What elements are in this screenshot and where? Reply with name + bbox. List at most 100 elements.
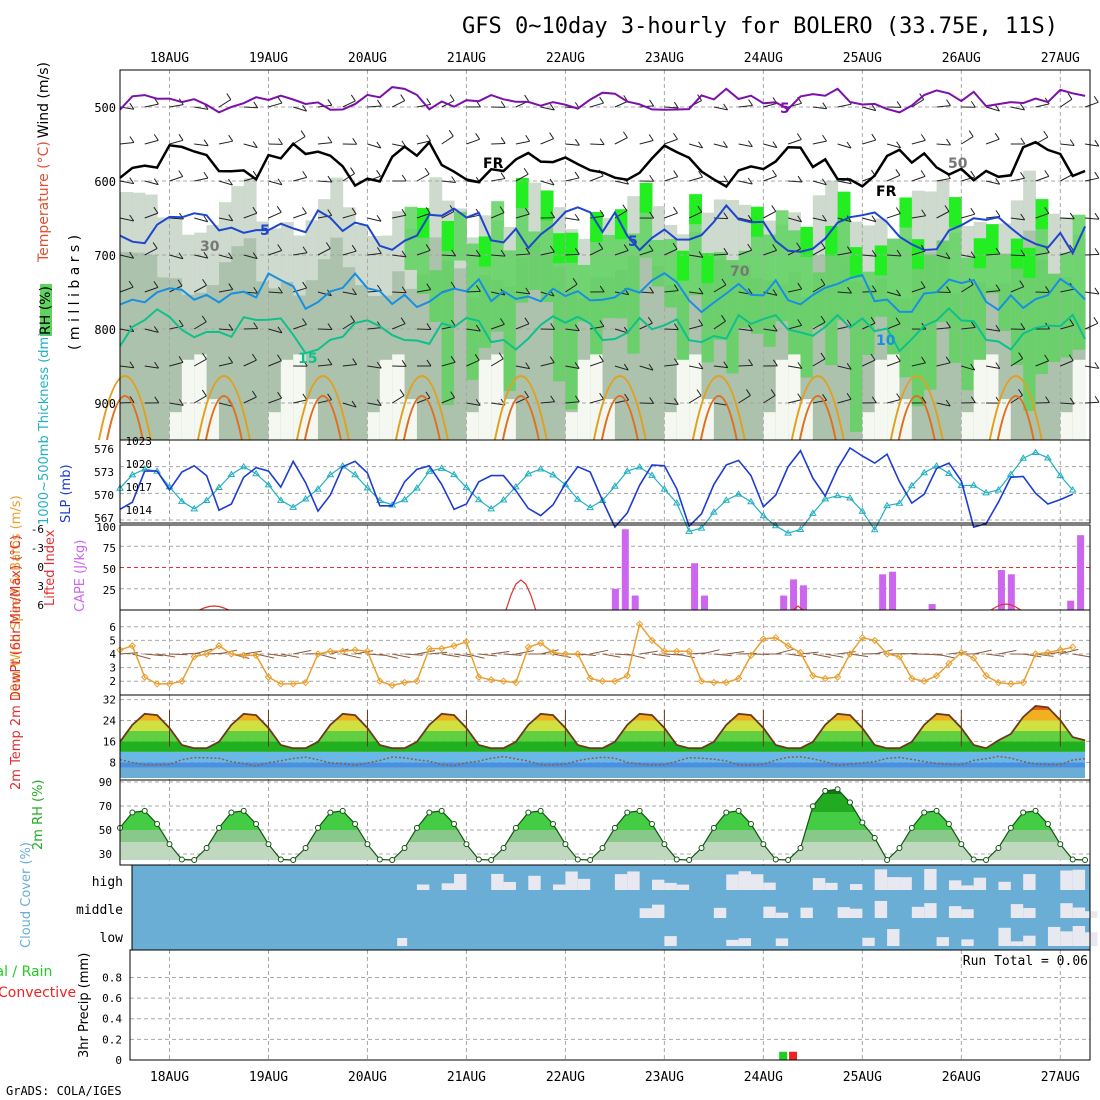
wind-barb-flag — [178, 356, 184, 363]
rh-shade-90 — [590, 211, 604, 242]
precip-conv-label: Convective — [0, 985, 76, 1001]
wind-barb-flag — [252, 353, 257, 361]
wind-barb — [466, 138, 480, 145]
wind-barb-10m — [379, 653, 398, 659]
date-label-bottom: 22AUG — [546, 1070, 585, 1085]
wind-barb — [1010, 106, 1025, 111]
cloud-low-bar — [664, 936, 677, 946]
wind-barb-flag — [277, 244, 283, 251]
cloud-mid-bar — [1072, 907, 1086, 918]
wind-barb — [119, 141, 134, 145]
wind-barb-flag — [599, 392, 605, 400]
cloud-high-bar — [874, 869, 888, 890]
rh-band — [120, 789, 1086, 794]
wind-barb — [367, 402, 382, 406]
wind-barb-flag — [302, 207, 307, 214]
thickness-marker — [808, 509, 817, 516]
wind-barb-10m — [590, 649, 609, 655]
rh-marker — [611, 824, 618, 831]
wind-barb-10m — [627, 653, 646, 659]
wind-barb-flag — [425, 244, 431, 251]
thickness-marker — [227, 470, 236, 477]
rh-marker — [760, 841, 767, 848]
wind-barb — [812, 106, 827, 110]
wind-barb-flag — [672, 242, 678, 250]
cloud-row-label: middle — [76, 903, 123, 918]
wind-barb — [194, 177, 209, 182]
wind-barb — [1010, 358, 1023, 367]
wind-barb-flag — [895, 317, 901, 325]
thickness-marker — [796, 525, 805, 532]
wind-barb — [169, 176, 183, 182]
rh-marker — [562, 841, 569, 848]
rh-shade-90 — [553, 233, 566, 264]
wind-barb-flag — [376, 214, 382, 222]
wind-barb-flag — [970, 100, 976, 108]
wind-barb-flag — [622, 131, 628, 139]
wind-barb — [688, 211, 703, 219]
wind-barb — [169, 361, 184, 367]
wind-barb — [1084, 101, 1099, 108]
wind-barb-10m — [788, 653, 807, 658]
wind-barb-flag — [253, 101, 259, 109]
wind-barb-10m — [503, 653, 522, 656]
cape-bar — [997, 570, 1005, 610]
thickness-marker — [549, 470, 557, 478]
rh-shade-70 — [750, 231, 764, 334]
wind-barb-10m — [466, 653, 485, 659]
cloud-high-bar — [899, 877, 912, 890]
wind-barb-flag — [499, 206, 505, 213]
wind-barb — [1084, 143, 1099, 147]
wind-barb-10m — [936, 653, 955, 659]
rh-shade-90 — [800, 226, 814, 257]
wind-barb-flag — [896, 289, 901, 297]
wind-barb — [713, 106, 728, 111]
thickness-marker — [945, 469, 953, 476]
rh-marker — [203, 844, 210, 851]
wind-barb-flag — [994, 132, 1000, 140]
wind-barb — [243, 254, 258, 260]
cloud-axis-label: Cloud Cover (%) — [19, 842, 34, 948]
cloud-mid-bar — [837, 907, 850, 918]
wind-barb-flag — [1093, 96, 1099, 103]
cape-bar — [631, 595, 639, 610]
wind-barb — [392, 323, 406, 330]
thickness-marker — [1056, 471, 1065, 479]
wind-barb — [218, 362, 233, 367]
wind-barb-flag — [203, 215, 209, 222]
wind-barb — [812, 180, 827, 186]
rh-marker — [871, 834, 878, 841]
cloud-low-bar — [1085, 932, 1098, 946]
wind-barb — [837, 398, 852, 404]
rh-tick: 30 — [99, 848, 112, 861]
thickness-marker — [759, 511, 768, 519]
rh-shade-50 — [515, 257, 529, 440]
wind-barb — [614, 250, 629, 256]
rh-marker — [587, 857, 594, 863]
cloud-mid-bar — [652, 904, 665, 918]
rh-marker — [537, 807, 544, 814]
cape-bar — [889, 571, 897, 610]
precip-axis-label: 3hr Precip (mm) — [77, 953, 92, 1058]
rh-marker — [1020, 809, 1027, 816]
temp-bands — [120, 705, 1086, 778]
wind-speed-marker — [512, 678, 520, 687]
cloud-mid-bar — [924, 903, 937, 918]
wind-speed-marker — [462, 638, 471, 646]
wind-barb-flag — [721, 314, 726, 322]
rh-clear — [491, 354, 505, 440]
rh-marker — [154, 821, 161, 828]
wind-barb — [788, 288, 802, 293]
wind-barb-flag — [550, 323, 556, 330]
wind-barb — [911, 99, 924, 108]
rh-axis-label: 2m RH (%) — [31, 779, 46, 850]
rh-clear — [169, 412, 183, 440]
wind-barb-flag — [153, 134, 159, 141]
rh-marker — [735, 807, 742, 814]
rh-shade-70 — [887, 238, 900, 387]
wind-barb-flag — [871, 285, 877, 292]
wind-tick: 5 — [109, 634, 116, 647]
rh-shade-70 — [565, 257, 579, 410]
wind-barb-flag — [1094, 248, 1100, 255]
upper-air-panel: 5 FR FR 5 5 10 15 30 50 70 500 600 700 800 900 — [40, 69, 1100, 441]
